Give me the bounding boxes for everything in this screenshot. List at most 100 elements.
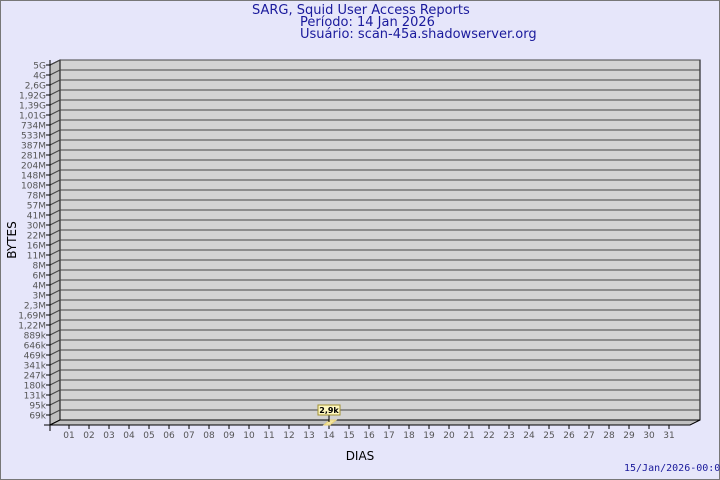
x-tick-label: 08: [203, 431, 215, 441]
x-axis-label: DIAS: [346, 449, 375, 463]
gridline-side: [49, 79, 61, 86]
gridline-side: [49, 159, 61, 166]
x-tick-label: 13: [303, 431, 314, 441]
x-tick-label: 03: [103, 431, 114, 441]
bar-label-box: [317, 404, 341, 416]
x-tick-label: 29: [623, 431, 635, 441]
x-tick-label: 19: [423, 431, 435, 441]
y-tick-label: 1,22M: [18, 322, 46, 332]
x-tick-label: 15: [343, 431, 354, 441]
gridline-side: [49, 299, 61, 306]
x-tick-label: 24: [523, 431, 535, 441]
x-tick-label: 26: [563, 431, 575, 441]
gridline-side: [49, 359, 61, 366]
x-tick-label: 14: [323, 431, 335, 441]
gridline-side: [49, 409, 61, 416]
y-tick-label: 2,6G: [25, 82, 46, 92]
y-tick-label: 11M: [27, 252, 46, 262]
gridline-side: [49, 389, 61, 396]
gridline-side: [49, 139, 61, 146]
gridline-side: [49, 259, 61, 266]
gridline-side: [49, 339, 61, 346]
y-tick-label: 646k: [24, 342, 47, 352]
x-tick-label: 21: [463, 431, 474, 441]
y-tick-label: 469k: [24, 352, 47, 362]
gridline-side: [49, 129, 61, 136]
x-tick-label: 01: [63, 431, 74, 441]
y-tick-label: 57M: [27, 202, 46, 212]
y-tick-label: 108M: [21, 182, 46, 192]
chart-title: SARG, Squid User Access Reports: [252, 3, 470, 18]
y-tick-label: 247k: [24, 372, 47, 382]
footer-timestamp: 15/Jan/2026-00:00: [624, 463, 720, 474]
bar-data-label: 2,9k: [319, 406, 339, 415]
y-tick-label: 30M: [27, 222, 46, 232]
gridline-side: [49, 319, 61, 326]
y-tick-label: 3M: [33, 292, 47, 302]
x-tick-label: 17: [383, 431, 394, 441]
x-tick-label: 30: [643, 431, 655, 441]
y-tick-label: 281M: [21, 152, 46, 162]
x-tick-label: 25: [543, 431, 554, 441]
y-tick-label: 387M: [21, 142, 46, 152]
gridline-side: [49, 309, 61, 316]
y-tick-label: 16M: [27, 242, 46, 252]
y-tick-label: 204M: [21, 162, 46, 172]
y-tick-label: 1,69M: [18, 312, 46, 322]
y-tick-label: 341k: [24, 362, 47, 372]
chart-period: Período: 14 Jan 2026: [300, 15, 435, 30]
gridline-side: [49, 189, 61, 196]
gridline-side: [49, 69, 61, 76]
x-tick-label: 31: [663, 431, 674, 441]
gridline-side: [49, 229, 61, 236]
gridline-side: [49, 199, 61, 206]
y-tick-label: 889k: [24, 332, 47, 342]
x-tick-label: 27: [583, 431, 594, 441]
y-tick-label: 1,39G: [19, 102, 46, 112]
gridline-side: [49, 209, 61, 216]
x-tick-label: 18: [403, 431, 415, 441]
gridline-side: [49, 179, 61, 186]
gridline-side: [49, 109, 61, 116]
x-tick-label: 23: [503, 431, 514, 441]
gridline-side: [49, 329, 61, 336]
x-tick-label: 12: [283, 431, 294, 441]
gridline-side: [49, 379, 61, 386]
y-tick-label: 69k: [29, 412, 46, 422]
y-tick-label: 78M: [27, 192, 46, 202]
x-tick-label: 04: [123, 431, 135, 441]
gridline-side: [49, 279, 61, 286]
y-tick-label: 131k: [24, 392, 47, 402]
gridline-side: [49, 99, 61, 106]
y-tick-label: 533M: [21, 132, 46, 142]
y-tick-label: 4M: [33, 282, 47, 292]
y-tick-label: 148M: [21, 172, 46, 182]
y-axis-label: BYTES: [5, 221, 19, 258]
y-tick-label: 734M: [21, 122, 46, 132]
x-tick-label: 10: [243, 431, 255, 441]
gridline-side: [49, 249, 61, 256]
x-tick-label: 02: [83, 431, 94, 441]
gridline-side: [49, 289, 61, 296]
gridline-side: [49, 369, 61, 376]
y-tick-label: 5G: [33, 62, 46, 72]
y-tick-label: 41M: [27, 212, 46, 222]
y-tick-label: 95k: [29, 402, 46, 412]
y-tick-label: 1,92G: [19, 92, 46, 102]
gridline-side: [49, 399, 61, 406]
y-tick-label: 4G: [33, 72, 46, 82]
y-tick-label: 6M: [33, 272, 47, 282]
x-tick-label: 09: [223, 431, 235, 441]
x-tick-label: 06: [163, 431, 175, 441]
x-tick-label: 07: [183, 431, 194, 441]
gridline-side: [49, 119, 61, 126]
x-tick-label: 20: [443, 431, 455, 441]
y-tick-label: 1,01G: [19, 112, 46, 122]
bar-day-14: [322, 419, 338, 426]
gridline-side: [49, 349, 61, 356]
chart-user: Usuário: scan-45a.shadowserver.org: [300, 27, 537, 42]
y-tick-label: 8M: [33, 262, 47, 272]
gridline-side: [49, 269, 61, 276]
y-tick-label: 180k: [24, 382, 47, 392]
gridline-side: [49, 239, 61, 246]
